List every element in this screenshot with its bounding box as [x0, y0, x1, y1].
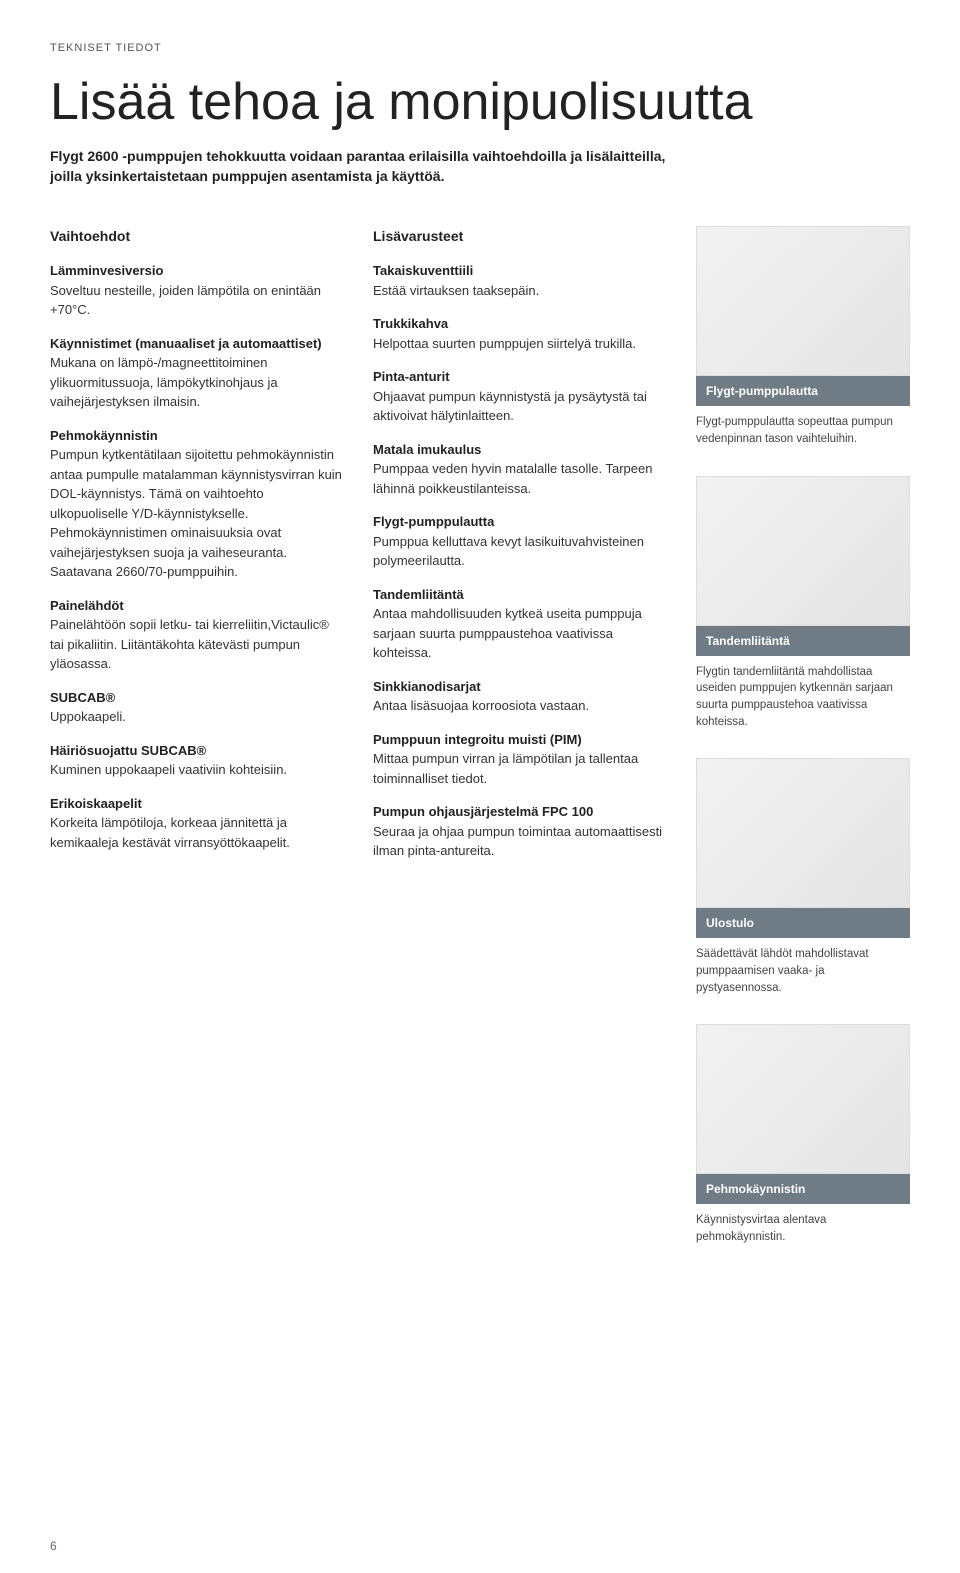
figure-caption-body: Käynnistysvirtaa alentava pehmokäynnisti… [696, 1204, 910, 1263]
figure-image-placeholder [696, 758, 910, 908]
accessory-item-title: Trukkikahva [373, 314, 668, 334]
options-heading: Vaihtoehdot [50, 226, 345, 247]
option-item-body: Mukana on lämpö-/magneettitoiminen yliku… [50, 353, 345, 412]
accessory-item-body: Pumppaa veden hyvin matalalle tasolle. T… [373, 459, 668, 498]
option-item-body: Korkeita lämpötiloja, korkeaa jännitettä… [50, 813, 345, 852]
figure-image-placeholder [696, 476, 910, 626]
content-columns: Vaihtoehdot LämminvesiversioSoveltuu nes… [50, 226, 910, 1273]
accessory-item-body: Seuraa ja ohjaa pumpun toimintaa automaa… [373, 822, 668, 861]
accessory-item: TandemliitäntäAntaa mahdollisuuden kytke… [373, 585, 668, 663]
option-item: ErikoiskaapelitKorkeita lämpötiloja, kor… [50, 794, 345, 853]
option-item: PainelähdötPainelähtöön sopii letku- tai… [50, 596, 345, 674]
figure-caption-body: Flygtin tandemliitäntä mahdollistaa usei… [696, 656, 910, 749]
option-item-title: Käynnistimet (manuaaliset ja automaattis… [50, 334, 345, 354]
figure-image-placeholder [696, 1024, 910, 1174]
accessory-item-title: Flygt-pumppulautta [373, 512, 668, 532]
accessory-item: TrukkikahvaHelpottaa suurten pumppujen s… [373, 314, 668, 353]
lead-paragraph: Flygt 2600 -pumppujen tehokkuutta voidaa… [50, 147, 690, 186]
accessories-heading: Lisävarusteet [373, 226, 668, 247]
option-item-title: Häiriösuojattu SUBCAB® [50, 741, 345, 761]
option-item-title: Lämminvesiversio [50, 261, 345, 281]
accessory-item-title: Tandemliitäntä [373, 585, 668, 605]
figure-image-placeholder [696, 226, 910, 376]
accessory-item-title: Sinkkianodisarjat [373, 677, 668, 697]
option-item-title: Erikoiskaapelit [50, 794, 345, 814]
accessory-item-body: Antaa lisäsuojaa korroosiota vastaan. [373, 696, 668, 716]
option-item: SUBCAB®Uppokaapeli. [50, 688, 345, 727]
column-accessories: Lisävarusteet TakaiskuventtiiliEstää vir… [373, 226, 668, 1273]
option-item-body: Painelähtöön sopii letku- tai kierreliit… [50, 615, 345, 674]
option-item: LämminvesiversioSoveltuu nesteille, joid… [50, 261, 345, 320]
figure-caption-title: Ulostulo [696, 908, 910, 938]
accessory-item: SinkkianodisarjatAntaa lisäsuojaa korroo… [373, 677, 668, 716]
option-item-body: Uppokaapeli. [50, 707, 345, 727]
accessory-item: Pumppuun integroitu muisti (PIM)Mittaa p… [373, 730, 668, 789]
accessory-item: Flygt-pumppulauttaPumppua kelluttava kev… [373, 512, 668, 571]
option-item: PehmokäynnistinPumpun kytkentätilaan sij… [50, 426, 345, 582]
accessory-item-body: Pumppua kelluttava kevyt lasikuituvahvis… [373, 532, 668, 571]
option-item: Häiriösuojattu SUBCAB®Kuminen uppokaapel… [50, 741, 345, 780]
figure-caption-title: Pehmokäynnistin [696, 1174, 910, 1204]
accessory-item-title: Matala imukaulus [373, 440, 668, 460]
figure-caption-body: Säädettävät lähdöt mahdollistavat pumppa… [696, 938, 910, 1014]
option-item: Käynnistimet (manuaaliset ja automaattis… [50, 334, 345, 412]
accessory-item-title: Pumppuun integroitu muisti (PIM) [373, 730, 668, 750]
overline: TEKNISET TIEDOT [50, 40, 910, 57]
option-item-body: Soveltuu nesteille, joiden lämpötila on … [50, 281, 345, 320]
column-figures: Flygt-pumppulauttaFlygt-pumppulautta sop… [696, 226, 910, 1273]
figure-caption-title: Tandemliitäntä [696, 626, 910, 656]
accessory-item-body: Antaa mahdollisuuden kytkeä useita pumpp… [373, 604, 668, 663]
accessory-item-body: Helpottaa suurten pumppujen siirtelyä tr… [373, 334, 668, 354]
accessory-item-body: Ohjaavat pumpun käynnistystä ja pysäytys… [373, 387, 668, 426]
column-options: Vaihtoehdot LämminvesiversioSoveltuu nes… [50, 226, 345, 1273]
figure-caption-title: Flygt-pumppulautta [696, 376, 910, 406]
figure-block: Flygt-pumppulauttaFlygt-pumppulautta sop… [696, 226, 910, 465]
figure-block: PehmokäynnistinKäynnistysvirtaa alentava… [696, 1024, 910, 1263]
option-item-title: SUBCAB® [50, 688, 345, 708]
figure-caption-body: Flygt-pumppulautta sopeuttaa pumpun vede… [696, 406, 910, 465]
option-item-title: Pehmokäynnistin [50, 426, 345, 446]
option-item-body: Kuminen uppokaapeli vaativiin kohteisiin… [50, 760, 345, 780]
figure-block: TandemliitäntäFlygtin tandemliitäntä mah… [696, 476, 910, 749]
accessory-item-title: Pumpun ohjausjärjestelmä FPC 100 [373, 802, 668, 822]
accessory-item: Pumpun ohjausjärjestelmä FPC 100Seuraa j… [373, 802, 668, 861]
accessory-item: TakaiskuventtiiliEstää virtauksen taakse… [373, 261, 668, 300]
figure-block: UlostuloSäädettävät lähdöt mahdollistava… [696, 758, 910, 1014]
accessory-item-body: Estää virtauksen taaksepäin. [373, 281, 668, 301]
page-title: Lisää tehoa ja monipuolisuutta [50, 75, 910, 130]
option-item-title: Painelähdöt [50, 596, 345, 616]
accessory-item-body: Mittaa pumpun virran ja lämpötilan ja ta… [373, 749, 668, 788]
page-number: 6 [50, 1537, 57, 1555]
accessory-item-title: Takaiskuventtiili [373, 261, 668, 281]
option-item-body: Pumpun kytkentätilaan sijoitettu pehmokä… [50, 445, 345, 582]
accessory-item-title: Pinta-anturit [373, 367, 668, 387]
accessory-item: Pinta-anturitOhjaavat pumpun käynnistyst… [373, 367, 668, 426]
accessory-item: Matala imukaulusPumppaa veden hyvin mata… [373, 440, 668, 499]
